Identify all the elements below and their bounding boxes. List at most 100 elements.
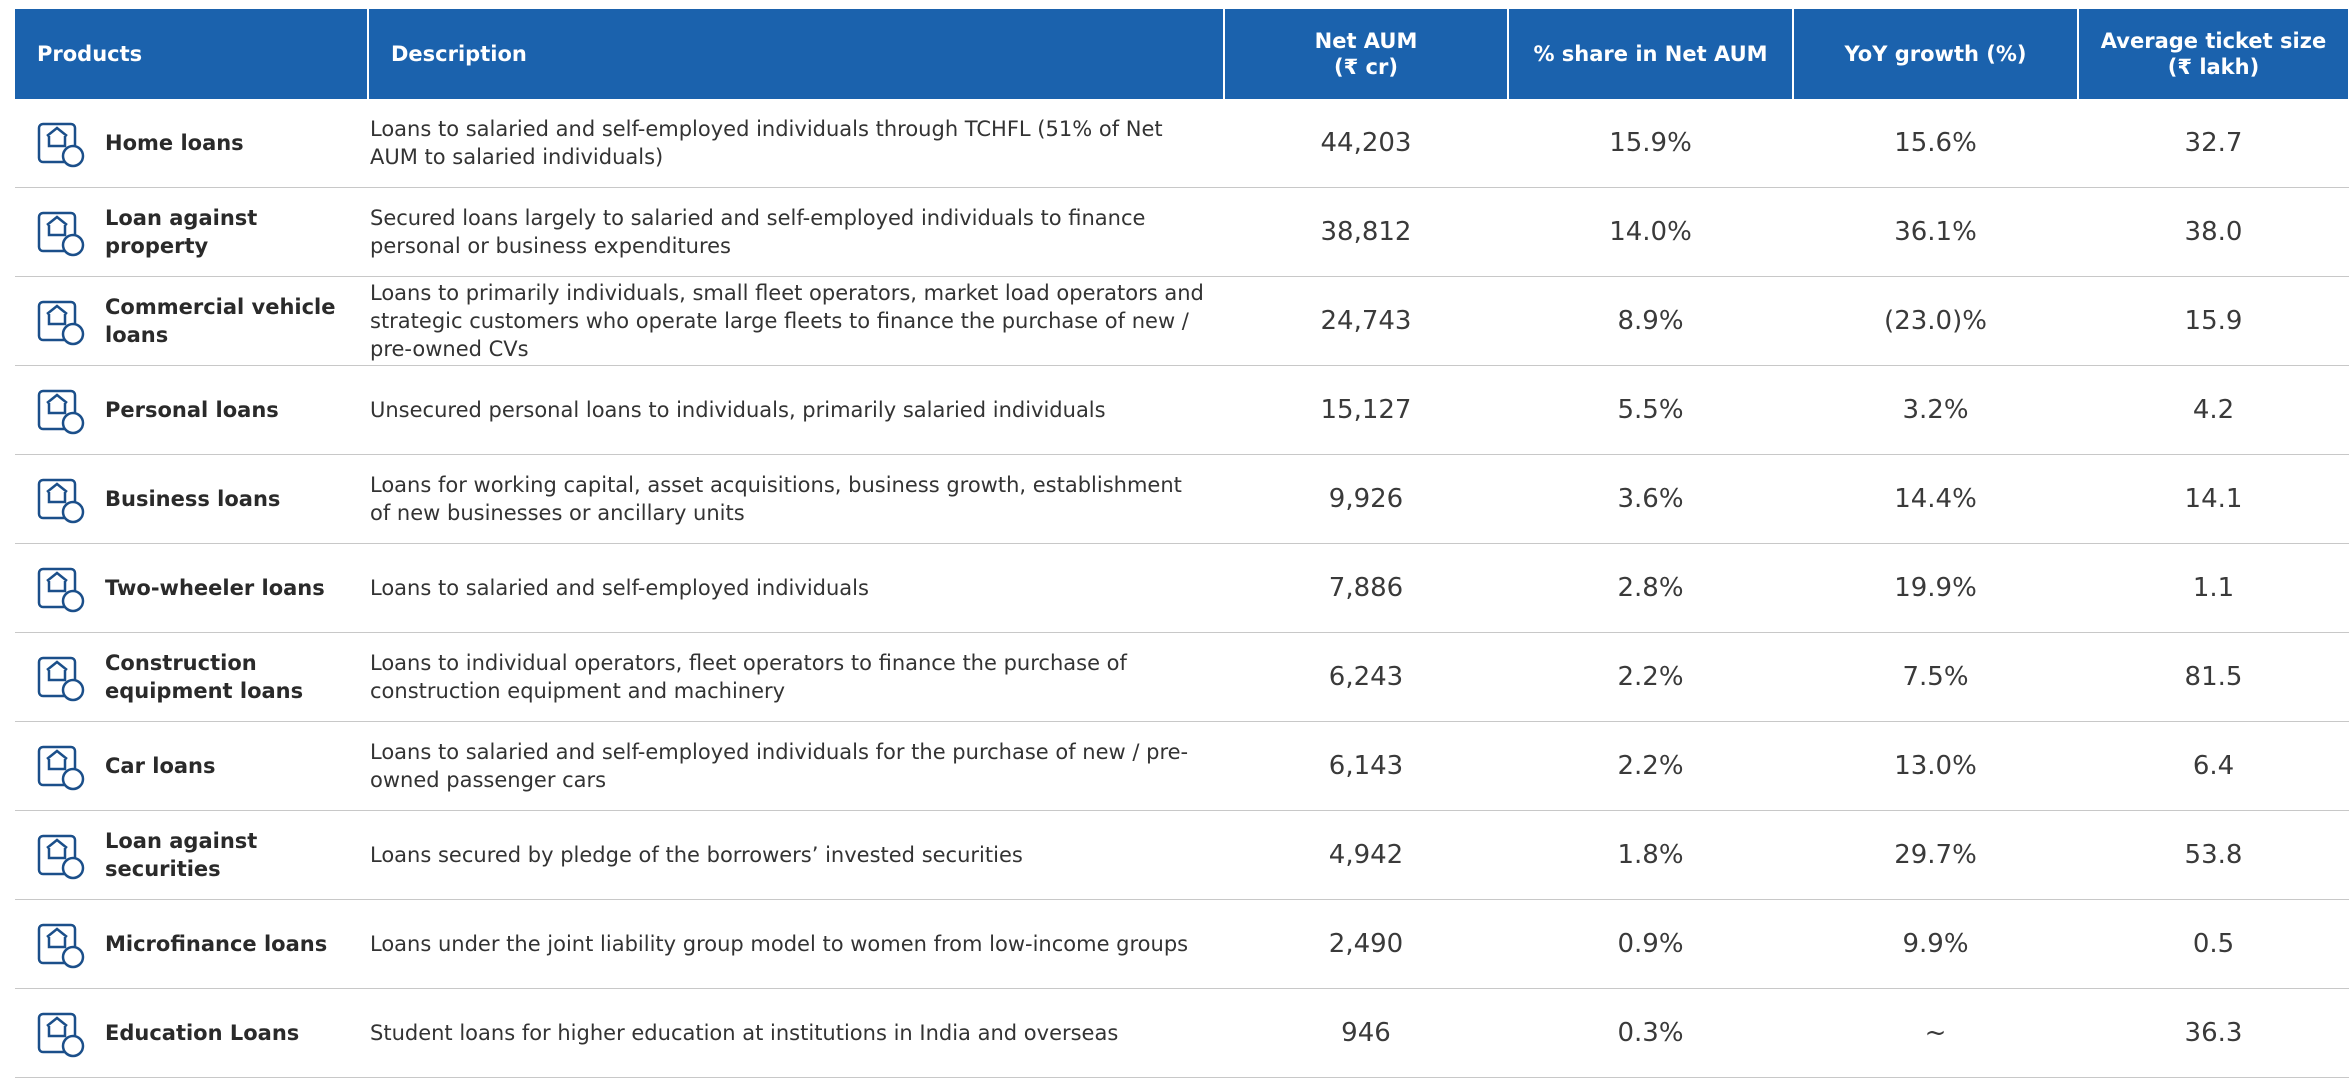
- product: Loan against securities: [25, 824, 358, 886]
- value-cell: 19.9%: [1793, 543, 2078, 633]
- value-cell: 1.1: [2078, 543, 2349, 633]
- value-cell: 44,203: [1224, 99, 1508, 188]
- value-cell: 14.1: [2078, 454, 2349, 544]
- table-row: Personal loans Unsecured personal loans t…: [15, 365, 2349, 455]
- product-name: Microfinance loans: [105, 932, 328, 956]
- description: Loans to salaried and self-employed indi…: [368, 99, 1224, 188]
- product: Loan against property: [25, 201, 358, 263]
- value-cell: 9,926: [1224, 454, 1508, 544]
- product-cell: Loan against property: [15, 187, 368, 277]
- product: Personal loans: [25, 379, 358, 441]
- value-cell: ~: [1793, 988, 2078, 1078]
- value-cell: 0.5: [2078, 899, 2349, 989]
- table-row: Microfinance loans Loans under the joint …: [15, 899, 2349, 989]
- product-icon: [37, 211, 85, 257]
- product-name: Loan against property: [105, 206, 258, 258]
- product-cell: Education Loans: [15, 988, 368, 1078]
- table-row: Two-wheeler loans Loans to salaried and s…: [15, 543, 2349, 633]
- product-icon: [37, 389, 85, 435]
- product-icon: [37, 745, 85, 791]
- product-icon: [37, 923, 85, 969]
- value-cell: 38.0: [2078, 187, 2349, 277]
- value-cell: 0.9%: [1508, 899, 1793, 989]
- product-icon: [37, 478, 85, 524]
- value-cell: 0.3%: [1508, 988, 1793, 1078]
- value-cell: 2,490: [1224, 899, 1508, 989]
- product-name: Commercial vehicle loans: [105, 295, 336, 347]
- description: Loans to salaried and self-employed indi…: [368, 721, 1224, 811]
- value-cell: 38,812: [1224, 187, 1508, 277]
- description: Loans to primarily individuals, small fl…: [368, 276, 1224, 366]
- value-cell: 14.4%: [1793, 454, 2078, 544]
- description: Student loans for higher education at in…: [368, 988, 1224, 1078]
- description: Secured loans largely to salaried and se…: [368, 187, 1224, 277]
- value-cell: 15,127: [1224, 365, 1508, 455]
- product-name: Loan against securities: [105, 829, 258, 881]
- table-row: Home loans Loans to salaried and self-emp…: [15, 99, 2349, 188]
- header-cell: Products: [15, 9, 369, 99]
- description: Loans secured by pledge of the borrowers…: [368, 810, 1224, 900]
- product-cell: Personal loans: [15, 365, 368, 455]
- product-cell: Loan against securities: [15, 810, 368, 900]
- value-cell: 6.4: [2078, 721, 2349, 811]
- value-cell: 5.5%: [1508, 365, 1793, 455]
- product-name: Construction equipment loans: [105, 651, 304, 703]
- header-cell: Average ticket size (₹ lakh): [2078, 9, 2349, 99]
- table-row: Loan against property Secured loans large…: [15, 187, 2349, 277]
- header-cell: YoY growth (%): [1793, 9, 2079, 99]
- product-cell: Construction equipment loans: [15, 632, 368, 722]
- product: Two-wheeler loans: [25, 557, 358, 619]
- value-cell: 4,942: [1224, 810, 1508, 900]
- product-icon: [37, 300, 85, 346]
- product-icon: [37, 1012, 85, 1058]
- value-cell: 3.2%: [1793, 365, 2078, 455]
- product: Car loans: [25, 735, 358, 797]
- value-cell: 15.9%: [1508, 99, 1793, 188]
- table-body: Home loans Loans to salaried and self-emp…: [15, 99, 2349, 1078]
- value-cell: 13.0%: [1793, 721, 2078, 811]
- description: Loans for working capital, asset acquisi…: [368, 454, 1224, 544]
- table-row: Business loans Loans for working capital,…: [15, 454, 2349, 544]
- value-cell: 24,743: [1224, 276, 1508, 366]
- product-name: Education Loans: [105, 1021, 300, 1045]
- header-cell: Net AUM (₹ cr): [1224, 9, 1509, 99]
- value-cell: 14.0%: [1508, 187, 1793, 277]
- product-cell: Commercial vehicle loans: [15, 276, 368, 366]
- product-cell: Business loans: [15, 454, 368, 544]
- table-row: Loan against securities Loans secured by …: [15, 810, 2349, 900]
- product-name: Business loans: [105, 487, 281, 511]
- header-cell: Description: [368, 9, 1225, 99]
- value-cell: 7.5%: [1793, 632, 2078, 722]
- product-icon: [37, 122, 85, 168]
- value-cell: 2.2%: [1508, 721, 1793, 811]
- value-cell: 2.8%: [1508, 543, 1793, 633]
- value-cell: 1.8%: [1508, 810, 1793, 900]
- product-name: Two-wheeler loans: [105, 576, 325, 600]
- product: Business loans: [25, 468, 358, 530]
- value-cell: (23.0)%: [1793, 276, 2078, 366]
- value-cell: 81.5: [2078, 632, 2349, 722]
- description: Unsecured personal loans to individuals,…: [368, 365, 1224, 455]
- header-cell: % share in Net AUM: [1508, 9, 1794, 99]
- value-cell: 6,143: [1224, 721, 1508, 811]
- value-cell: 9.9%: [1793, 899, 2078, 989]
- table-header: Products Description Net AUM (₹ cr)% share…: [15, 9, 2349, 99]
- value-cell: 15.9: [2078, 276, 2349, 366]
- product: Home loans: [25, 112, 358, 174]
- description: Loans to individual operators, fleet ope…: [368, 632, 1224, 722]
- value-cell: 36.1%: [1793, 187, 2078, 277]
- product-cell: Two-wheeler loans: [15, 543, 368, 633]
- value-cell: 8.9%: [1508, 276, 1793, 366]
- value-cell: 7,886: [1224, 543, 1508, 633]
- value-cell: 6,243: [1224, 632, 1508, 722]
- description: Loans to salaried and self-employed indi…: [368, 543, 1224, 633]
- value-cell: 32.7: [2078, 99, 2349, 188]
- product-cell: Car loans: [15, 721, 368, 811]
- table-row: Commercial vehicle loans Loans to primari…: [15, 276, 2349, 366]
- product-name: Personal loans: [105, 398, 279, 422]
- product-cell: Home loans: [15, 99, 368, 188]
- product: Commercial vehicle loans: [25, 290, 358, 352]
- table-row: Construction equipment loans Loans to ind…: [15, 632, 2349, 722]
- product-name: Car loans: [105, 754, 216, 778]
